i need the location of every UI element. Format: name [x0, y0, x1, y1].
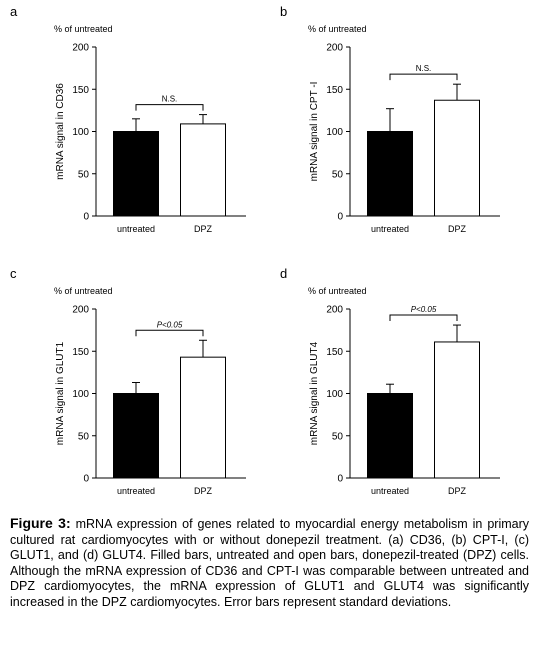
y-tick-label: 100	[72, 389, 89, 400]
y-tick-label: 0	[83, 474, 89, 485]
x-tick-label: untreated	[371, 486, 409, 496]
panel-a: a % of untreated 0 50 100 150 200 mRNA signal…	[0, 0, 270, 250]
bar-untreated	[367, 393, 413, 479]
bar-chart: 0 50 100 150 200 mRNA signal in GLUT4 untreate…	[309, 305, 500, 496]
caption-text: mRNA expression of genes related to myoc…	[10, 517, 529, 609]
significance-bracket	[389, 314, 458, 322]
y-axis-label: mRNA signal in GLUT1	[55, 341, 66, 445]
y-tick-label: 200	[326, 43, 343, 54]
panel-d: d % of untreated 0 50 100 150 200 mRNA signal…	[270, 262, 539, 512]
y-tick-label: 200	[72, 305, 89, 316]
significance-label: P<0.05	[157, 320, 183, 329]
significance-bracket	[389, 73, 458, 81]
y-tick-label: 100	[326, 389, 343, 400]
units-label: % of untreated	[308, 24, 367, 34]
panel-letter: d	[280, 266, 288, 281]
x-tick-label: untreated	[117, 486, 155, 496]
significance-label: N.S.	[416, 64, 432, 73]
y-tick-label: 200	[72, 43, 89, 54]
x-tick-label: DPZ	[448, 224, 467, 234]
bar-untreated	[113, 131, 159, 217]
units-label: % of untreated	[54, 24, 113, 34]
x-tick-label: DPZ	[194, 486, 213, 496]
bar-dpz	[434, 99, 480, 217]
panel-c: c % of untreated 0 50 100 150 200 mRNA signal…	[0, 262, 270, 512]
y-tick-label: 50	[332, 169, 344, 180]
y-axis-label: mRNA signal in CPT -I	[309, 82, 320, 182]
y-tick-label: 50	[78, 431, 90, 442]
y-tick-label: 200	[326, 305, 343, 316]
bar-dpz	[434, 341, 480, 479]
panel-b: b % of untreated 0 50 100 150 200 mRNA signal…	[270, 0, 539, 250]
y-tick-label: 0	[83, 212, 89, 223]
significance-bracket	[135, 104, 204, 111]
caption-label: Figure 3:	[10, 515, 71, 531]
bar-chart: 0 50 100 150 200 mRNA signal in CPT -I untreat…	[309, 43, 500, 234]
units-label: % of untreated	[54, 286, 113, 296]
bar-chart: 0 50 100 150 200 mRNA signal in CD36 untreated…	[55, 43, 246, 234]
x-tick-label: untreated	[371, 224, 409, 234]
y-axis-label: mRNA signal in CD36	[55, 83, 66, 180]
units-label: % of untreated	[308, 286, 367, 296]
bar-dpz	[180, 356, 226, 479]
x-tick-label: untreated	[117, 224, 155, 234]
panel-letter: c	[10, 266, 17, 281]
bar-untreated	[113, 393, 159, 479]
y-tick-label: 150	[72, 347, 89, 358]
figure-caption: Figure 3: mRNA expression of genes relat…	[10, 515, 529, 611]
y-tick-label: 150	[326, 85, 343, 96]
bar-chart: 0 50 100 150 200 mRNA signal in GLUT1 untreate…	[55, 305, 246, 496]
significance-bracket	[135, 329, 204, 337]
significance-label: P<0.05	[411, 305, 437, 314]
significance-label: N.S.	[162, 95, 178, 104]
y-tick-label: 50	[332, 431, 344, 442]
y-tick-label: 100	[72, 127, 89, 138]
y-tick-label: 150	[326, 347, 343, 358]
y-axis-label: mRNA signal in GLUT4	[309, 341, 320, 445]
y-tick-label: 0	[337, 212, 343, 223]
y-tick-label: 0	[337, 474, 343, 485]
y-tick-label: 150	[72, 85, 89, 96]
y-tick-label: 50	[78, 169, 90, 180]
panel-letter: b	[280, 4, 288, 19]
x-tick-label: DPZ	[448, 486, 467, 496]
x-tick-label: DPZ	[194, 224, 213, 234]
y-tick-label: 100	[326, 127, 343, 138]
bar-dpz	[180, 123, 226, 217]
bar-untreated	[367, 131, 413, 217]
panel-letter: a	[10, 4, 18, 19]
